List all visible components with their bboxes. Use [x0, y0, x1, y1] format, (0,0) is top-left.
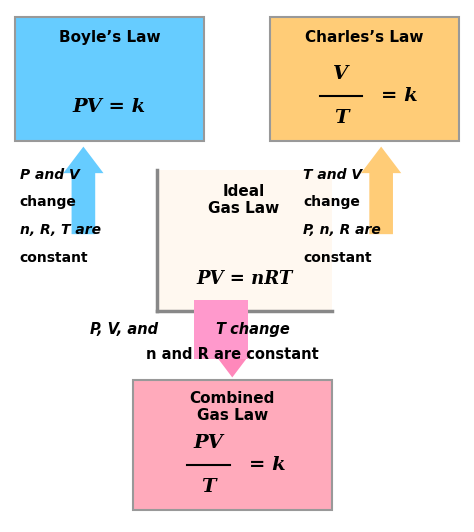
Text: n and R are constant: n and R are constant	[146, 347, 319, 362]
FancyArrow shape	[64, 147, 103, 234]
FancyArrow shape	[212, 322, 252, 377]
Text: = k: = k	[249, 456, 285, 474]
Text: T: T	[201, 478, 216, 496]
Text: Combined
Gas Law: Combined Gas Law	[190, 390, 275, 423]
Text: change: change	[225, 322, 290, 337]
Text: P, V, and T change: P, V, and T change	[158, 322, 306, 337]
Text: PV = k: PV = k	[73, 98, 146, 116]
Text: T: T	[334, 110, 348, 128]
FancyBboxPatch shape	[270, 16, 459, 142]
Text: PV = nRT: PV = nRT	[196, 270, 292, 288]
Text: Charles’s Law: Charles’s Law	[305, 30, 424, 45]
Text: V: V	[333, 65, 348, 83]
FancyBboxPatch shape	[133, 380, 331, 510]
Text: P, V, and: P, V, and	[91, 322, 164, 337]
Text: change: change	[19, 195, 76, 210]
Text: constant: constant	[303, 251, 372, 264]
Text: constant: constant	[19, 251, 88, 264]
Text: Boyle’s Law: Boyle’s Law	[59, 30, 160, 45]
Text: P and V: P and V	[19, 168, 79, 182]
Text: n, R, T are: n, R, T are	[19, 223, 100, 237]
Text: = k: = k	[381, 87, 418, 105]
Text: P, n, R are: P, n, R are	[303, 223, 381, 237]
Text: Ideal
Gas Law: Ideal Gas Law	[209, 184, 280, 216]
FancyBboxPatch shape	[156, 170, 331, 311]
Text: T: T	[216, 322, 226, 337]
FancyArrow shape	[361, 147, 401, 234]
Text: PV: PV	[194, 434, 224, 452]
FancyBboxPatch shape	[15, 16, 204, 142]
Text: T and V: T and V	[303, 168, 362, 182]
Text: change: change	[303, 195, 360, 210]
